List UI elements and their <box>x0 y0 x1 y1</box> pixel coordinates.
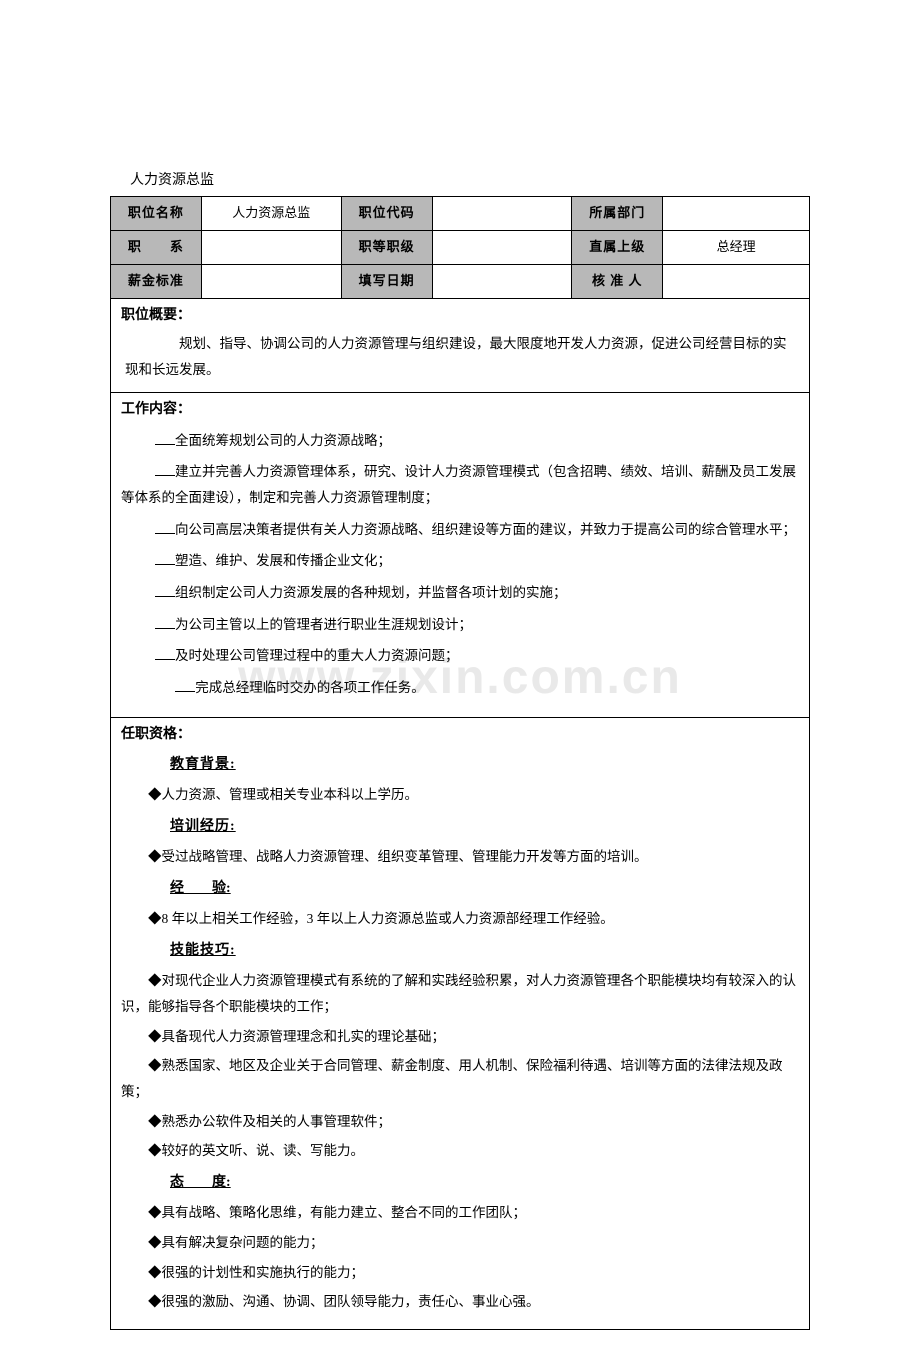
attitude-item: ◆很强的激励、沟通、协调、团队领导能力，责任心、事业心强。 <box>121 1289 799 1315</box>
cell-label-salary: 薪金标准 <box>111 264 202 298</box>
content-title: 工作内容： <box>121 399 799 421</box>
cell-label-position-name: 职位名称 <box>111 197 202 231</box>
content-item: 及时处理公司管理过程中的重大人力资源问题； <box>121 643 799 669</box>
skills-item: ◆对现代企业人力资源管理模式有系统的了解和实践经验积累，对人力资源管理各个职能模… <box>121 968 799 1019</box>
header-table: 职位名称 人力资源总监 职位代码 所属部门 职 系 职等职级 直属上级 总经理 … <box>110 196 810 298</box>
cell-label-fill-date: 填写日期 <box>341 264 432 298</box>
content-item: 向公司高层决策者提供有关人力资源战略、组织建设等方面的建议，并致力于提高公司的综… <box>121 517 799 543</box>
cell-label-position-code: 职位代码 <box>341 197 432 231</box>
cell-value-salary <box>201 264 341 298</box>
content-item: 建立并完善人力资源管理体系，研究、设计人力资源管理模式（包含招聘、绩效、培训、薪… <box>121 459 799 510</box>
skills-item: ◆具备现代人力资源管理理念和扎实的理论基础； <box>121 1024 799 1050</box>
attitude-item: ◆很强的计划性和实施执行的能力； <box>121 1260 799 1286</box>
skills-item: ◆较好的英文听、说、读、写能力。 <box>121 1138 799 1164</box>
content-item: 塑造、维护、发展和传播企业文化； <box>121 548 799 574</box>
attitude-item: ◆具有解决复杂问题的能力； <box>121 1230 799 1256</box>
skills-item: ◆熟悉国家、地区及企业关于合同管理、薪金制度、用人机制、保险福利待遇、培训等方面… <box>121 1053 799 1104</box>
cell-label-job-series: 职 系 <box>111 231 202 265</box>
cell-value-department <box>663 197 810 231</box>
section-summary: 职位概要： 规划、指导、协调公司的人力资源管理与组织建设，最大限度地开发人力资源… <box>110 299 810 394</box>
content-item: 组织制定公司人力资源发展的各种规划，并监督各项计划的实施； <box>121 580 799 606</box>
summary-text: 规划、指导、协调公司的人力资源管理与组织建设，最大限度地开发人力资源，促进公司经… <box>121 331 799 382</box>
table-row: 职 系 职等职级 直属上级 总经理 <box>111 231 810 265</box>
section-content: 工作内容： 全面统筹规划公司的人力资源战略； 建立并完善人力资源管理体系，研究、… <box>110 393 810 717</box>
cell-value-fill-date <box>432 264 572 298</box>
section-qualification: 任职资格： 教育背景: ◆人力资源、管理或相关专业本科以上学历。 培训经历: ◆… <box>110 718 810 1330</box>
training-item: ◆受过战略管理、战略人力资源管理、组织变革管理、管理能力开发等方面的培训。 <box>121 844 799 870</box>
table-row: 职位名称 人力资源总监 职位代码 所属部门 <box>111 197 810 231</box>
cell-value-supervisor: 总经理 <box>663 231 810 265</box>
qualification-title: 任职资格： <box>121 724 799 746</box>
training-label: 培训经历: <box>170 816 799 838</box>
cell-value-job-grade <box>432 231 572 265</box>
cell-label-approver: 核 准 人 <box>572 264 663 298</box>
content-item: 为公司主管以上的管理者进行职业生涯规划设计； <box>121 612 799 638</box>
education-label: 教育背景: <box>170 754 799 776</box>
document-title: 人力资源总监 <box>130 170 810 192</box>
content-item-last: 完成总经理临时交办的各项工作任务。 <box>121 675 799 701</box>
attitude-label: 态 度: <box>170 1172 799 1194</box>
cell-value-position-name: 人力资源总监 <box>201 197 341 231</box>
skills-item: ◆熟悉办公软件及相关的人事管理软件； <box>121 1109 799 1135</box>
experience-label: 经 验: <box>170 878 799 900</box>
education-item: ◆人力资源、管理或相关专业本科以上学历。 <box>121 782 799 808</box>
cell-label-job-grade: 职等职级 <box>341 231 432 265</box>
experience-item: ◆8 年以上相关工作经验，3 年以上人力资源总监或人力资源部经理工作经验。 <box>121 906 799 932</box>
cell-value-job-series <box>201 231 341 265</box>
cell-label-department: 所属部门 <box>572 197 663 231</box>
cell-value-position-code <box>432 197 572 231</box>
table-row: 薪金标准 填写日期 核 准 人 <box>111 264 810 298</box>
summary-title: 职位概要： <box>121 305 799 327</box>
cell-label-supervisor: 直属上级 <box>572 231 663 265</box>
attitude-item: ◆具有战略、策略化思维，有能力建立、整合不同的工作团队； <box>121 1200 799 1226</box>
content-item: 全面统筹规划公司的人力资源战略； <box>121 428 799 454</box>
skills-label: 技能技巧: <box>170 940 799 962</box>
cell-value-approver <box>663 264 810 298</box>
